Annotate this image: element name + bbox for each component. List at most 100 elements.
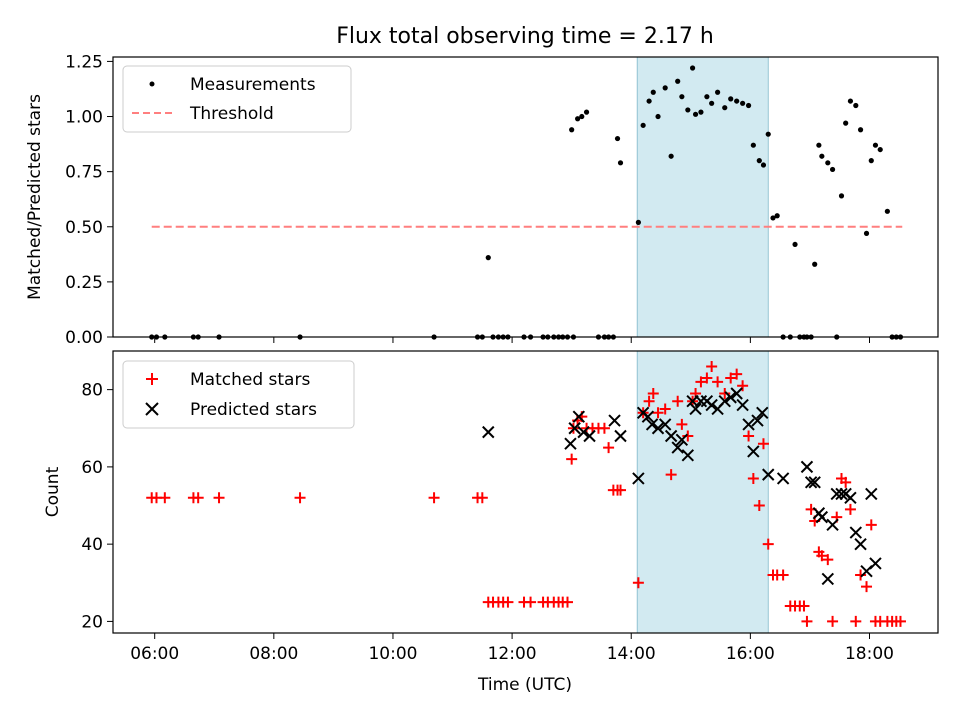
- x-axis-label: Time (UTC): [477, 675, 572, 695]
- predicted-star-point: [854, 537, 867, 551]
- predicted-star-point: [705, 398, 718, 412]
- measurement-point: [853, 102, 859, 109]
- measurement-point: [689, 65, 696, 71]
- matched-star-point: [719, 387, 731, 399]
- predicted-star-point: [865, 487, 878, 501]
- measurement-point: [646, 98, 652, 104]
- predicted-star-point: [482, 425, 495, 439]
- measurement-point: [575, 116, 581, 122]
- matched-star-point: [561, 596, 573, 608]
- measurement-point: [614, 135, 621, 142]
- matched-star-point: [850, 615, 862, 627]
- top-panel-x-ticks: [154, 337, 870, 343]
- predicted-star-point: [815, 510, 829, 524]
- matched-star-point: [844, 503, 856, 515]
- predicted-star-point: [568, 422, 581, 435]
- bottom-panel-y-ticks: 20 40 60 80: [81, 381, 113, 632]
- predicted-star-point: [671, 441, 684, 454]
- matched-star-point: [603, 442, 615, 454]
- matched-star-point: [632, 577, 644, 589]
- measurement-point: [640, 122, 646, 128]
- y-tick-label: 0.75: [65, 163, 103, 183]
- predicted-star-point: [641, 410, 655, 423]
- matched-star-point: [428, 492, 440, 504]
- x-tick-label: 08:00: [249, 644, 298, 664]
- matched-star-point: [598, 422, 610, 434]
- matched-star-point: [213, 492, 225, 504]
- predicted-star-point: [608, 414, 621, 427]
- predicted-star-point: [742, 418, 755, 431]
- predicted-star-point: [689, 402, 702, 416]
- measurement-point: [792, 241, 798, 248]
- matched-star-point: [753, 500, 765, 512]
- y-tick-label: 0.50: [65, 218, 103, 238]
- x-tick-label: 06:00: [130, 644, 179, 664]
- measurement-point: [765, 131, 771, 137]
- predicted-star-point: [808, 476, 821, 489]
- matched-star-point: [865, 519, 877, 531]
- matched-star-point: [695, 376, 707, 388]
- measurement-point: [668, 153, 674, 159]
- measurement-point: [760, 162, 767, 168]
- top-legend-box: [122, 65, 352, 133]
- bottom-panel-legend: Matched stars Predicted stars: [122, 360, 355, 429]
- top-panel-legend: Measurements Threshold: [122, 65, 352, 133]
- measurement-point: [704, 94, 710, 100]
- x-tick-label: 16:00: [726, 644, 775, 664]
- measurement-point: [745, 102, 752, 109]
- matched-star-point: [159, 492, 171, 504]
- matched-star-point: [747, 472, 759, 484]
- matched-star-point: [294, 492, 306, 504]
- measurement-point: [863, 230, 870, 236]
- matched-star-point: [706, 360, 718, 372]
- predicted-star-point: [614, 429, 627, 443]
- matched-star-point: [798, 600, 810, 612]
- predicted-star-point: [736, 398, 749, 412]
- y-tick-label: 80: [81, 381, 103, 401]
- measurement-point: [692, 111, 699, 117]
- matched-star-point: [861, 581, 873, 593]
- measurement-point: [728, 96, 734, 102]
- y-tick-label: 40: [81, 535, 103, 555]
- matched-star-point: [476, 492, 488, 504]
- bottom-panel-y-label: Count: [43, 466, 63, 517]
- predicted-star-point: [577, 425, 590, 439]
- measurement-point: [617, 160, 624, 166]
- matched-star-point: [525, 596, 537, 608]
- legend-measurements-marker: [149, 81, 155, 87]
- legend-predicted-marker: [145, 402, 159, 416]
- predicted-star-point: [564, 437, 577, 450]
- y-tick-label: 0.25: [65, 273, 103, 293]
- legend-threshold-label: Threshold: [189, 104, 274, 124]
- x-tick-label: 18:00: [845, 644, 894, 664]
- top-panel: 0.00 0.25 0.50 0.75 1.00 1.25 Matched/Predict…: [25, 52, 939, 348]
- measurement-point: [819, 153, 825, 159]
- matched-star-point: [712, 376, 724, 388]
- y-tick-label: 1.00: [65, 108, 103, 128]
- measurement-point: [650, 89, 656, 95]
- matched-star-point: [816, 550, 828, 562]
- measurement-point: [655, 113, 661, 120]
- measurement-point: [679, 94, 685, 100]
- matched-star-point: [676, 418, 688, 430]
- predicted-star-point: [776, 472, 790, 485]
- predicted-star-point: [664, 429, 678, 443]
- matched-star-point: [840, 476, 852, 488]
- measurement-point: [872, 142, 879, 148]
- predicted-star-point: [658, 418, 672, 431]
- measurement-point: [583, 109, 590, 115]
- measurement-point: [722, 105, 728, 111]
- predicted-star-point: [762, 468, 775, 481]
- measurement-point: [884, 208, 890, 214]
- predicted-star-point: [800, 460, 814, 474]
- measurement-point: [715, 89, 721, 95]
- measurement-point: [740, 100, 746, 106]
- measurement-point: [698, 109, 704, 115]
- y-tick-label: 20: [81, 612, 103, 632]
- measurement-point: [825, 160, 831, 166]
- matched-star-point: [566, 453, 578, 465]
- predicted-star-point: [826, 518, 839, 532]
- matched-star-point: [682, 430, 694, 442]
- measurement-point: [569, 127, 575, 133]
- bottom-panel-marks: [146, 360, 906, 627]
